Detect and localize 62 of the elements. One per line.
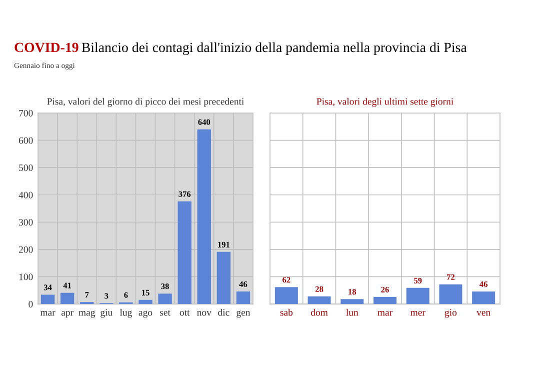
data-label: 46	[480, 281, 488, 287]
y-tick-label: 600	[18, 137, 33, 144]
x-tick-label: mar	[40, 311, 56, 316]
data-label: 41	[63, 282, 72, 288]
data-label: 3	[104, 293, 108, 299]
x-tick-label: gen	[236, 310, 250, 318]
data-label: 376	[178, 191, 191, 197]
text: COVID-19 Bilancio dei contagi dall'inizio della pandemia nella provincia di Pisa	[14, 42, 467, 55]
x-tick-label: apr	[61, 311, 74, 318]
bar	[472, 291, 496, 304]
chart-title: Pisa, valori degli ultimi sette giorni	[316, 98, 454, 107]
y-tick-label: 300	[19, 219, 33, 226]
bar	[138, 300, 152, 304]
x-tick-label: gio	[444, 309, 457, 318]
bar	[236, 291, 250, 304]
x-tick-label: nov	[197, 311, 212, 316]
y-tick-label: 500	[19, 164, 33, 172]
bar	[197, 129, 211, 304]
bar	[439, 284, 462, 304]
bar	[60, 292, 74, 304]
data-label: 640	[198, 119, 210, 125]
data-label: 28	[315, 286, 324, 292]
x-tick-label: dom	[310, 308, 328, 316]
bar	[274, 287, 298, 304]
y-tick-label: 0	[28, 300, 33, 308]
data-label: 72	[447, 274, 455, 280]
x-tick-label: mag	[78, 310, 96, 318]
bar	[340, 299, 364, 304]
bar	[308, 296, 331, 304]
x-tick-label: mer	[410, 311, 426, 316]
data-label: 34	[44, 284, 52, 290]
y-tick-label: 100	[19, 274, 33, 280]
data-label: 38	[161, 284, 169, 290]
x-tick-label: ven	[476, 311, 490, 316]
x-tick-label: set	[160, 310, 170, 316]
bar	[406, 288, 430, 304]
chart-title: Pisa, valori del giorno di picco dei mesi precedenti	[47, 98, 244, 107]
y-tick-label: 200	[18, 246, 33, 253]
data-label: 6	[124, 292, 128, 298]
x-tick-label: ago	[138, 310, 152, 318]
data-label: 62	[282, 277, 290, 283]
x-tick-label: lun	[346, 308, 358, 316]
x-tick-label: lug	[120, 308, 132, 318]
x-tick-label: dic	[218, 308, 230, 316]
data-label: 59	[414, 278, 422, 284]
bar	[216, 252, 231, 304]
data-label: 15	[142, 290, 150, 296]
x-tick-label: giu	[100, 309, 112, 318]
data-label: 18	[348, 288, 356, 295]
bar	[158, 294, 172, 304]
bar	[374, 296, 396, 304]
bar	[40, 294, 55, 304]
y-tick-label: 400	[18, 192, 33, 198]
data-label: 26	[381, 286, 389, 292]
x-tick-label: ott	[180, 310, 190, 316]
data-label: 191	[218, 242, 230, 248]
x-tick-label: mar	[378, 311, 392, 316]
data-label: 7	[85, 292, 89, 298]
x-tick-label: sab	[280, 308, 293, 316]
y-tick-label: 700	[19, 110, 33, 116]
bar	[178, 201, 192, 304]
data-label: 46	[239, 281, 248, 287]
